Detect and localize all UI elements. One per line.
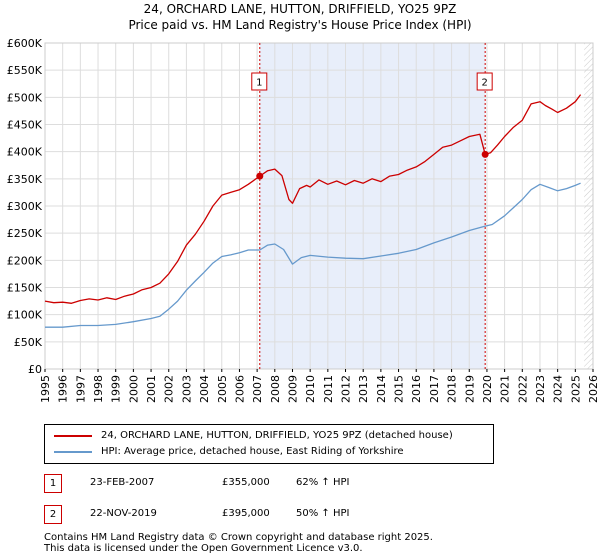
x-tick-label: 2003: [180, 375, 193, 403]
price-chart: 1 2 £0 £50K £100K £150K £200K £250K £300K £350K £4…: [7, 37, 600, 403]
y-tick-label: £150K: [7, 282, 43, 295]
x-tick-label: 1998: [92, 375, 105, 403]
legend-property-label: 24, ORCHARD LANE, HUTTON, DRIFFIELD, YO2…: [101, 430, 453, 441]
transaction-date: 23-FEB-2007: [90, 477, 155, 488]
x-tick-label: 2025: [569, 375, 582, 403]
y-tick-label: £200K: [7, 254, 43, 267]
sale-label-box: [251, 72, 268, 91]
transaction-badge: 1: [44, 474, 62, 493]
chart-title: 24, ORCHARD LANE, HUTTON, DRIFFIELD, YO2…: [143, 2, 457, 16]
legend-property-swatch: [54, 435, 92, 437]
y-tick-label: £600K: [7, 37, 43, 50]
y-tick-label: £400K: [7, 146, 43, 159]
x-tick-label: 2024: [552, 375, 565, 403]
y-tick-label: £0: [28, 363, 42, 376]
footer-licence: This data is licensed under the Open Gov…: [44, 543, 363, 554]
legend-hpi-swatch: [54, 451, 92, 453]
x-tick-label: 2005: [216, 375, 229, 403]
x-tick-label: 2008: [269, 375, 282, 403]
y-tick-label: £350K: [7, 173, 43, 186]
x-tick-label: 2021: [499, 375, 512, 403]
x-tick-label: 2020: [481, 375, 494, 403]
x-tick-label: 2004: [198, 375, 211, 403]
x-tick-label: 1996: [57, 375, 70, 403]
legend: 24, ORCHARD LANE, HUTTON, DRIFFIELD, YO2…: [44, 424, 494, 464]
x-tick-label: 2026: [587, 375, 600, 403]
x-tick-label: 2002: [163, 375, 176, 403]
x-tick-label: 1997: [74, 375, 87, 403]
property-series-line: [44, 94, 582, 304]
x-tick-label: 2013: [357, 375, 370, 403]
x-tick-label: 2023: [534, 375, 547, 403]
y-tick-label: £250K: [7, 227, 43, 240]
x-tick-label: 2007: [251, 375, 264, 403]
sale-label: 2: [481, 78, 487, 89]
x-tick-label: 2001: [145, 375, 158, 403]
x-tick-label: 2010: [304, 375, 317, 403]
x-tick-label: 2019: [463, 375, 476, 403]
forecast-hatch: [584, 43, 593, 369]
y-tick-label: £300K: [7, 200, 43, 213]
x-tick-label: 1995: [39, 375, 52, 403]
y-tick-label: £100K: [7, 309, 43, 322]
sale-point: [256, 172, 264, 180]
y-tick-label: £550K: [7, 64, 43, 77]
plot-border: [44, 42, 594, 370]
x-tick-label: 2009: [286, 375, 299, 403]
x-tick-label: 2017: [428, 375, 441, 403]
y-tick-label: £450K: [7, 119, 43, 132]
x-tick-label: 2014: [375, 375, 388, 403]
transaction-hpi: 50% ↑ HPI: [296, 508, 350, 519]
x-tick-label: 1999: [110, 375, 123, 403]
y-tick-label: £50K: [14, 336, 43, 349]
footer-copyright: Contains HM Land Registry data © Crown c…: [44, 532, 433, 543]
transaction-hpi: 62% ↑ HPI: [296, 477, 350, 488]
transaction-price: £355,000: [222, 477, 270, 488]
transaction-price: £395,000: [222, 508, 270, 519]
chart-subtitle: Price paid vs. HM Land Registry's House …: [128, 18, 472, 32]
transaction-badge: 2: [44, 505, 62, 524]
x-tick-label: 2000: [127, 375, 140, 403]
y-tick-label: £500K: [7, 91, 43, 104]
x-tick-label: 2018: [446, 375, 459, 403]
hpi-series-line: [45, 182, 581, 328]
transaction-date: 22-NOV-2019: [90, 508, 157, 519]
x-tick-label: 2012: [340, 375, 353, 403]
x-tick-label: 2015: [393, 375, 406, 403]
x-tick-label: 2022: [516, 375, 529, 403]
x-tick-label: 2011: [322, 375, 335, 403]
legend-hpi-label: HPI: Average price, detached house, East…: [101, 446, 404, 457]
sale-label-box: [476, 72, 493, 91]
x-tick-label: 2016: [410, 375, 423, 403]
x-tick-label: 2006: [233, 375, 246, 403]
sale-label: 1: [256, 78, 262, 89]
sale-point: [481, 150, 489, 158]
